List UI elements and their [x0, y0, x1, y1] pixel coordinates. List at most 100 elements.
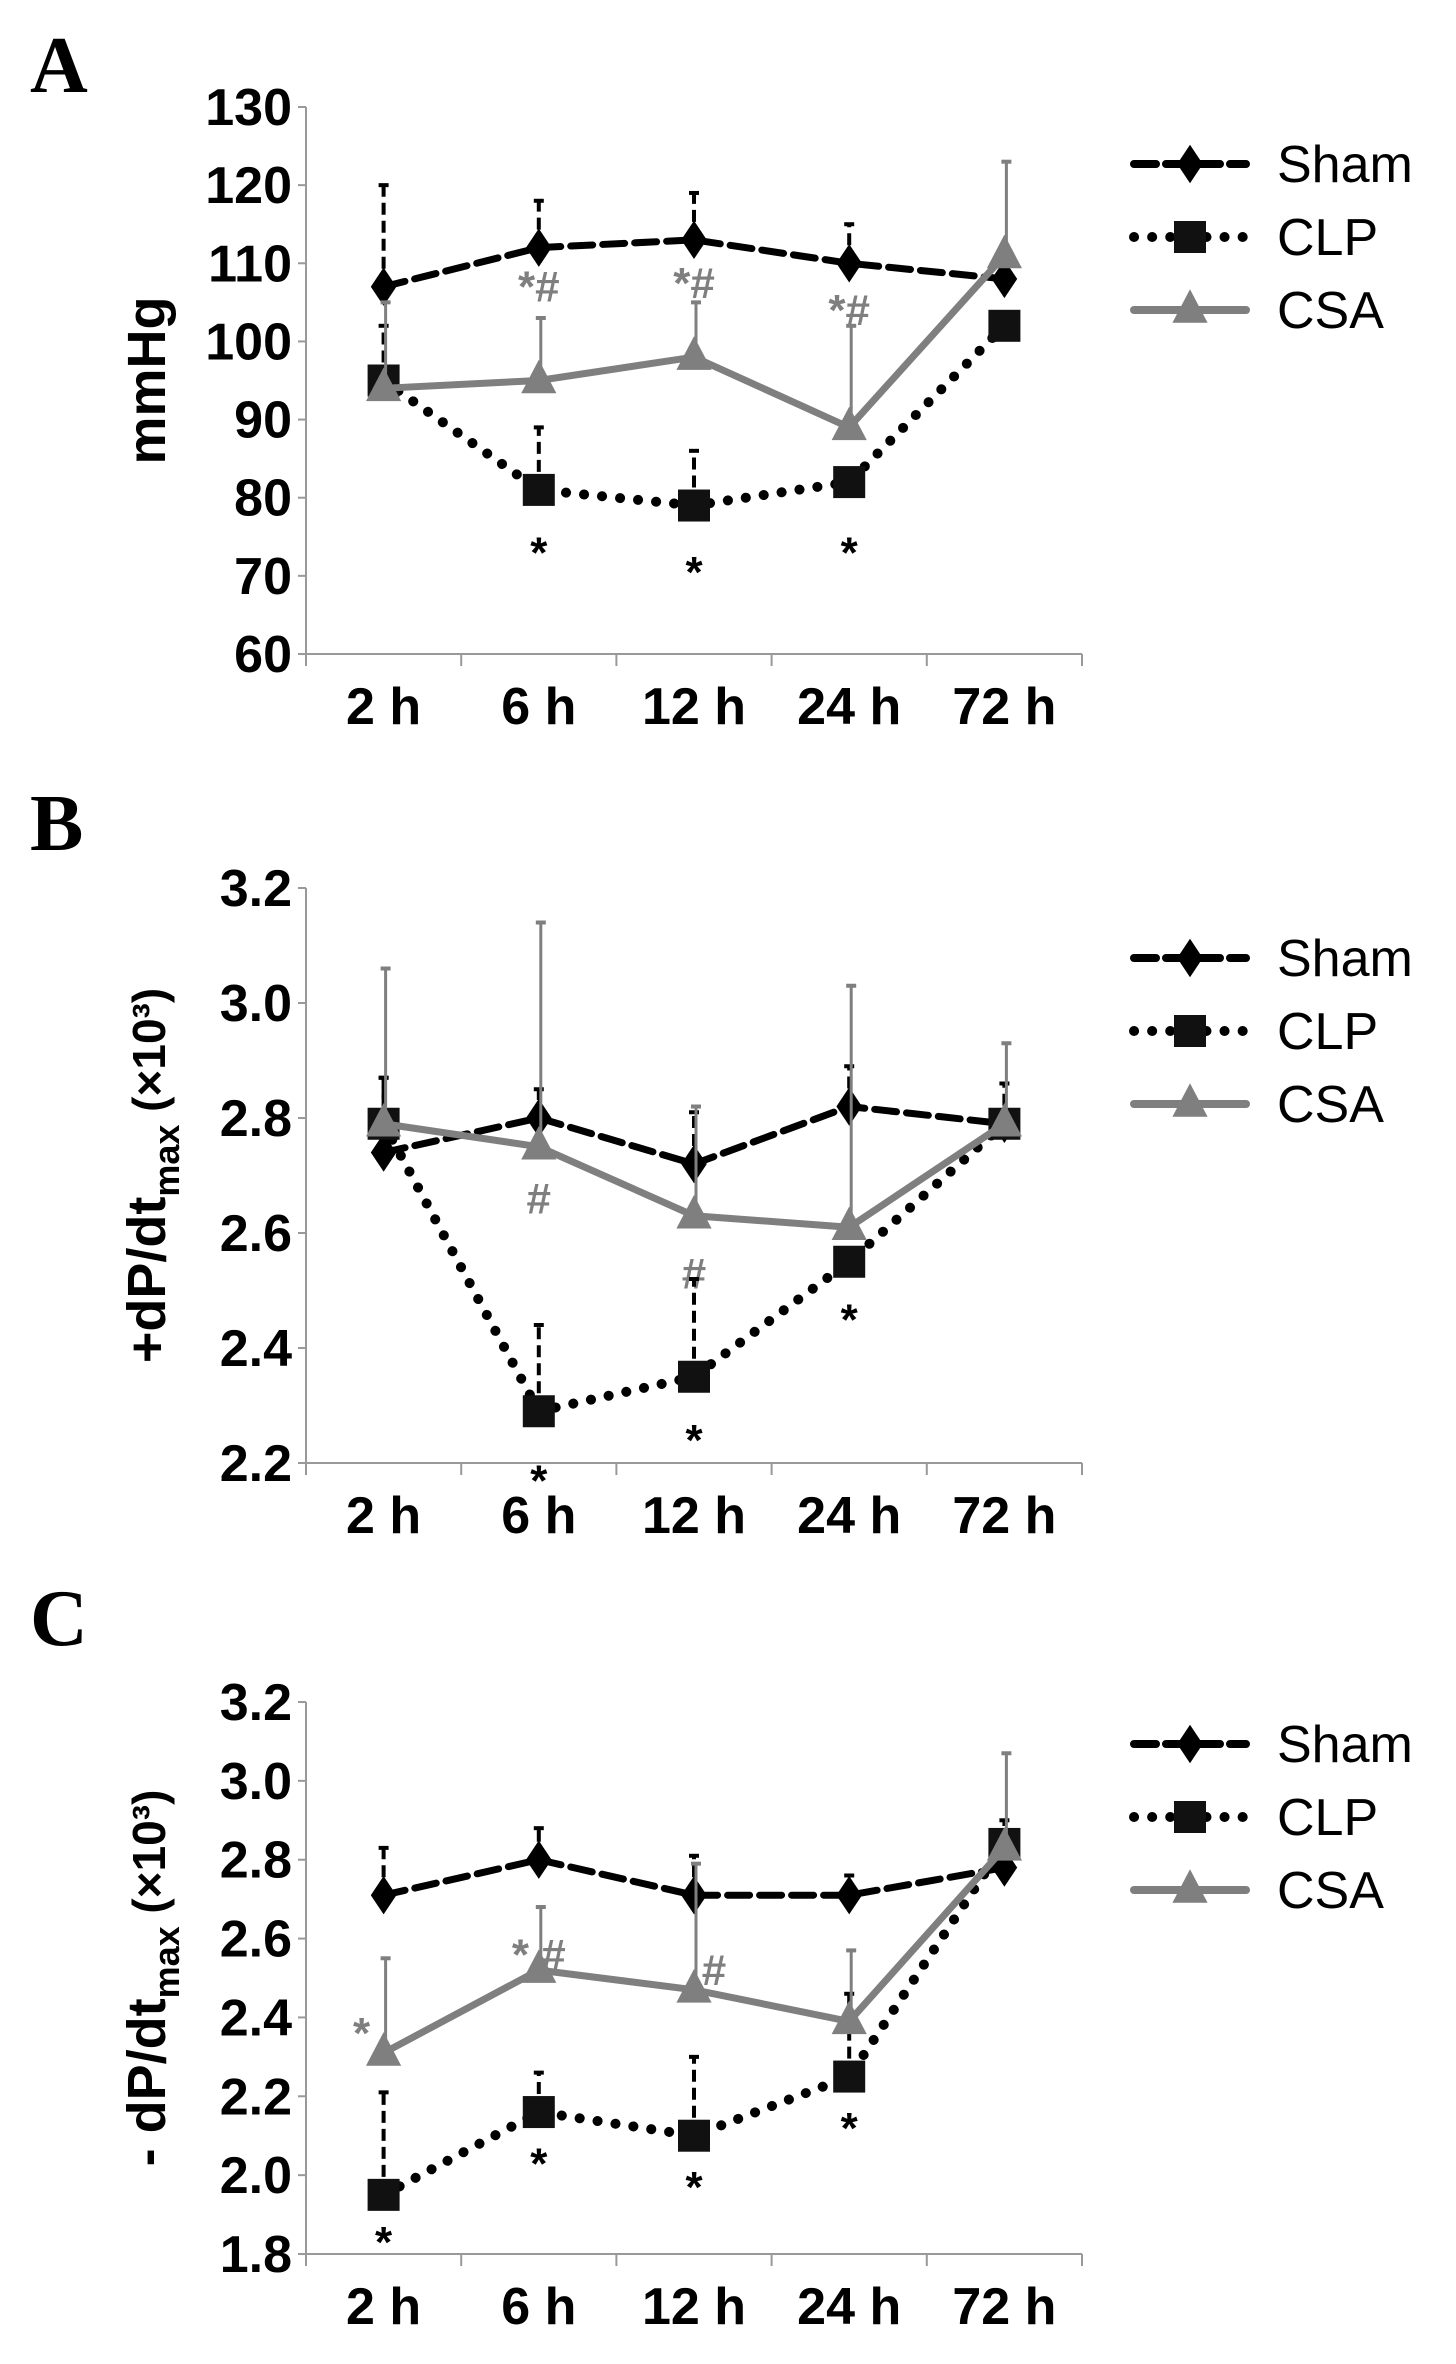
y-label-sub: max: [146, 1125, 187, 1197]
y-tick-label: 2.2: [220, 2068, 292, 2126]
panel-label: A: [30, 22, 88, 110]
square-marker: [833, 466, 866, 499]
triangle-marker: [986, 234, 1022, 269]
y-tick-label: 3.0: [220, 975, 292, 1033]
triangle-marker: [676, 1969, 712, 2003]
diamond-marker: [526, 1098, 552, 1138]
significance-mark: #: [527, 1175, 551, 1224]
x-tick-label: 6 h: [501, 678, 576, 736]
x-tick-label: 12 h: [642, 678, 746, 736]
legend-label: CSA: [1277, 282, 1384, 340]
square-marker: [678, 1360, 710, 1393]
x-tick-label: 72 h: [952, 678, 1056, 736]
y-tick-label: 120: [205, 157, 292, 215]
x-tick-label: 72 h: [952, 2278, 1056, 2336]
significance-mark: *: [353, 2009, 371, 2058]
triangle-marker: [1172, 289, 1208, 323]
y-label-sub: max: [146, 1926, 187, 1998]
y-tick-label: 60: [234, 626, 292, 684]
significance-mark: *: [375, 2218, 393, 2267]
y-tick-label: 2.4: [220, 1989, 292, 2047]
series-CSA: CSA: [366, 159, 1384, 441]
triangle-marker: [521, 1125, 557, 1160]
diamond-marker: [681, 1876, 707, 1915]
diamond-marker: [526, 1840, 552, 1879]
square-marker: [833, 1245, 866, 1278]
legend-label: Sham: [1277, 136, 1413, 194]
y-axis-label: - dP/dtmax (×10³): [117, 1790, 187, 2167]
significance-mark: *: [685, 2163, 703, 2212]
y-tick-label: 90: [234, 392, 292, 450]
significance-mark: *: [685, 548, 703, 597]
significance-mark: *: [685, 1416, 703, 1465]
significance-mark: *#: [828, 286, 870, 335]
diamond-marker: [370, 267, 397, 306]
legend-label: CSA: [1277, 1862, 1384, 1920]
x-tick-label: 6 h: [501, 2278, 576, 2336]
diamond-marker: [836, 1087, 862, 1126]
diamond-marker: [681, 1144, 707, 1184]
series-CLP: CLP: [367, 209, 1378, 522]
x-tick-label: 6 h: [501, 1487, 576, 1545]
triangle-marker: [676, 336, 712, 370]
significance-mark: #: [702, 1946, 726, 1995]
legend-label: CSA: [1277, 1076, 1384, 1134]
x-tick-label: 24 h: [797, 1487, 901, 1545]
y-tick-label: 3.2: [220, 860, 292, 918]
y-tick-label: 80: [234, 470, 292, 528]
square-marker: [1174, 221, 1206, 253]
triangle-marker: [366, 367, 402, 402]
square-marker: [1174, 1015, 1206, 1047]
diamond-marker: [1177, 144, 1203, 184]
square-marker: [988, 309, 1021, 342]
series-CSA: CSA: [366, 920, 1384, 1241]
triangle-marker: [521, 359, 557, 394]
legend-label: Sham: [1277, 1716, 1413, 1774]
square-marker: [678, 2119, 710, 2152]
square-marker: [678, 489, 710, 522]
y-tick-label: 2.6: [220, 1205, 292, 1263]
y-tick-label: 2.2: [220, 1435, 292, 1493]
legend-label: Sham: [1277, 930, 1413, 988]
y-tick-label: 3.0: [220, 1753, 292, 1811]
y-tick-label: 3.2: [220, 1674, 292, 1732]
diamond-marker: [681, 220, 707, 260]
y-tick-label: 110: [208, 235, 292, 293]
diamond-marker: [836, 1876, 862, 1915]
x-tick-label: 2 h: [346, 678, 421, 736]
series-CSA: CSA: [366, 1751, 1384, 2066]
y-axis-label: +dP/dtmax (×10³): [117, 988, 187, 1363]
y-label-unit: (×10³): [123, 988, 175, 1125]
diamond-marker: [836, 244, 862, 283]
x-tick-label: 12 h: [642, 2278, 746, 2336]
y-label-main: mmHg: [117, 296, 177, 464]
significance-mark: *: [841, 528, 859, 577]
triangle-marker: [1172, 1083, 1208, 1117]
square-marker: [1174, 1801, 1206, 1833]
legend-label: CLP: [1277, 1003, 1378, 1061]
triangle-marker: [366, 2032, 402, 2066]
triangle-marker: [831, 2000, 867, 2035]
series-line: [380, 236, 1008, 291]
y-tick-label: 2.4: [220, 1320, 292, 1378]
square-marker: [522, 473, 555, 506]
diamond-marker: [1177, 1724, 1203, 1764]
y-tick-label: 100: [205, 313, 292, 371]
y-label-unit: (×10³): [123, 1790, 175, 1927]
triangle-marker: [831, 406, 867, 441]
triangle-marker: [521, 1949, 557, 1983]
y-label-main: - dP/dt: [117, 1998, 177, 2166]
series-Sham: Sham: [370, 136, 1413, 306]
x-tick-label: 24 h: [797, 2278, 901, 2336]
y-label-main: +dP/dt: [117, 1197, 177, 1364]
y-tick-label: 2.6: [220, 1911, 292, 1969]
legend-label: CLP: [1277, 209, 1378, 267]
diamond-marker: [991, 259, 1018, 299]
significance-mark: *#: [673, 259, 715, 308]
triangle-marker: [1172, 1869, 1208, 1903]
x-tick-label: 2 h: [346, 2278, 421, 2336]
significance-mark: *: [841, 1295, 859, 1344]
square-marker: [522, 1395, 555, 1428]
diamond-marker: [370, 1876, 397, 1915]
